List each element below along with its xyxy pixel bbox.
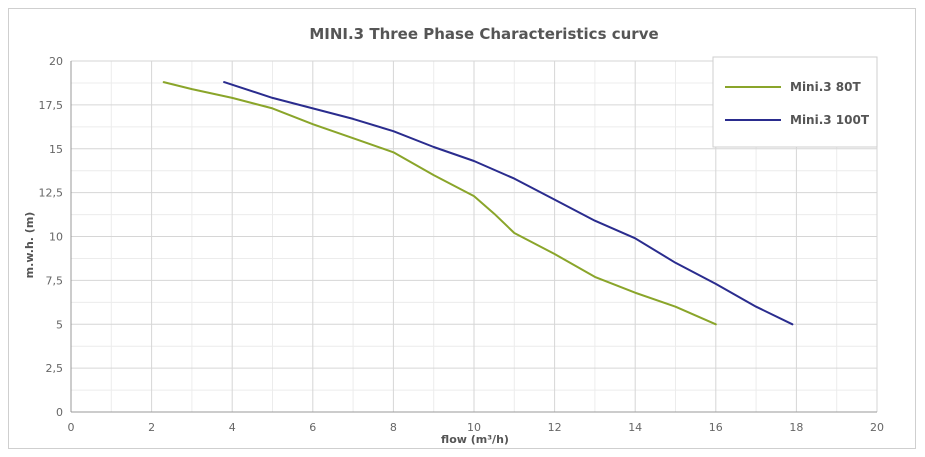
x-tick-label: 10 <box>467 421 481 434</box>
x-tick-label: 0 <box>68 421 75 434</box>
legend-box <box>712 56 878 148</box>
y-tick-label: 20 <box>49 55 63 68</box>
y-tick-label: 2,5 <box>46 362 64 375</box>
chart-title: MINI.3 Three Phase Characteristics curve <box>309 25 658 43</box>
x-tick-label: 12 <box>548 421 562 434</box>
axis-layer: 0 2 4 6 8 10 12 14 16 18 20 0 2,5 5 7,5 10 12,5 15 17,5 20 <box>39 55 885 434</box>
legend-label-80t: Mini.3 80T <box>790 80 861 94</box>
x-tick-label: 8 <box>390 421 397 434</box>
y-tick-label: 7,5 <box>46 274 64 287</box>
legend-label-100t: Mini.3 100T <box>790 113 870 127</box>
y-tick-label: 15 <box>49 143 63 156</box>
x-tick-label: 6 <box>309 421 316 434</box>
x-tick-label: 14 <box>628 421 642 434</box>
x-tick-label: 4 <box>229 421 236 434</box>
y-tick-label: 5 <box>56 318 63 331</box>
x-tick-label: 16 <box>709 421 723 434</box>
y-tick-label: 17,5 <box>39 99 64 112</box>
chart-frame: MINI.3 Three Phase Characteristics curve… <box>8 8 916 449</box>
x-tick-label: 2 <box>148 421 155 434</box>
x-axis-label: flow (m³/h) <box>441 433 509 446</box>
y-axis-label: m.w.h. (m) <box>23 212 36 279</box>
series-line-mini-3-100t <box>223 81 794 326</box>
series-line-mini-3-80t <box>162 81 717 326</box>
line-chart: MINI.3 Three Phase Characteristics curve… <box>9 9 915 448</box>
y-tick-label: 12,5 <box>39 187 64 200</box>
legend: Mini.3 80T Mini.3 100T <box>712 56 878 148</box>
y-tick-label: 0 <box>56 406 63 419</box>
x-tick-label: 18 <box>789 421 803 434</box>
x-tick-label: 20 <box>870 421 884 434</box>
series-layer <box>162 81 794 326</box>
y-tick-label: 10 <box>49 231 63 244</box>
